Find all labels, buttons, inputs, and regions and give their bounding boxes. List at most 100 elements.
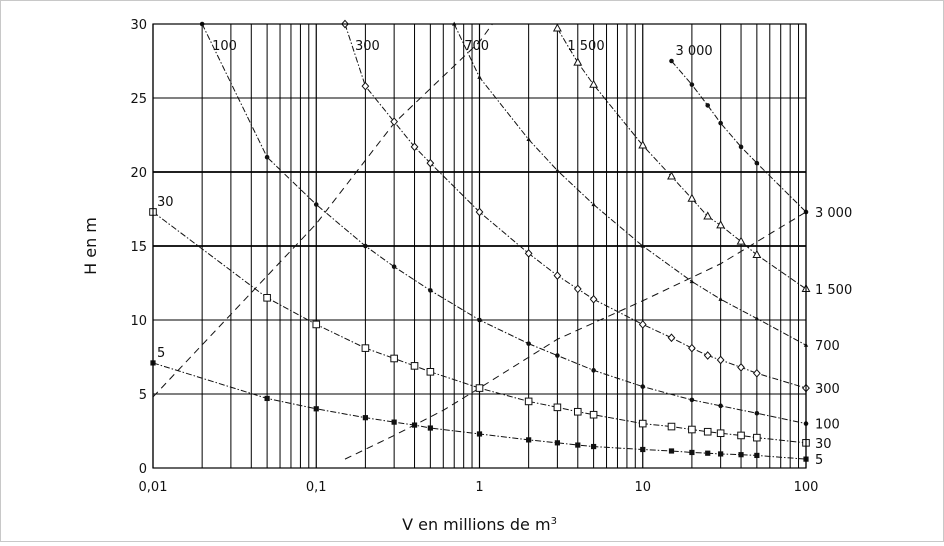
curve-label-left: 100 <box>212 39 237 54</box>
data-point <box>737 431 745 440</box>
data-point <box>668 448 675 454</box>
data-point <box>705 103 711 108</box>
x-tick-label: 0,01 <box>139 480 168 495</box>
data-point <box>689 397 695 403</box>
data-point <box>638 320 647 329</box>
data-point <box>640 384 646 389</box>
data-point <box>689 449 695 456</box>
curve-label-right: 100 <box>815 418 840 433</box>
x-tick-label: 100 <box>794 480 819 495</box>
data-point <box>426 368 435 376</box>
data-point <box>716 355 725 365</box>
data-point <box>264 395 270 402</box>
y-tick-label: 20 <box>130 166 147 181</box>
curve-label-left: 5 <box>157 346 165 361</box>
data-point <box>667 422 676 431</box>
data-point <box>475 384 484 392</box>
data-point <box>687 193 697 202</box>
x-tick-label: 10 <box>634 480 651 495</box>
data-point <box>703 211 713 220</box>
x-axis-title-text: V en millions de m <box>402 515 551 534</box>
data-point <box>313 406 319 412</box>
data-point <box>554 440 560 446</box>
y-tick-label: 5 <box>139 388 147 403</box>
data-point <box>477 74 482 79</box>
data-point <box>754 316 760 321</box>
data-point <box>589 79 599 88</box>
y-tick-label: 15 <box>130 240 147 255</box>
data-point <box>688 343 696 353</box>
x-axis-title: V en millions de m3 <box>402 515 557 534</box>
data-point <box>591 443 597 450</box>
data-point <box>589 294 598 304</box>
data-point <box>736 236 746 245</box>
data-point <box>752 249 762 258</box>
data-point <box>362 415 368 421</box>
data-point <box>754 160 760 166</box>
series-line <box>344 211 807 460</box>
data-point <box>669 58 674 64</box>
data-point <box>390 354 398 363</box>
series-line <box>201 23 807 425</box>
data-point <box>688 425 696 434</box>
data-point <box>526 437 532 443</box>
curve-label-right: 1 500 <box>815 283 852 298</box>
data-point <box>703 351 712 360</box>
data-point <box>638 419 647 428</box>
data-point <box>526 137 531 142</box>
data-point <box>591 368 596 373</box>
data-point <box>667 333 676 343</box>
y-tick-label: 30 <box>130 18 147 33</box>
data-point <box>591 202 596 207</box>
data-point <box>738 452 744 458</box>
y-axis-title: H en m <box>81 217 100 275</box>
curve-label-left: 300 <box>355 39 380 54</box>
data-point <box>716 220 726 229</box>
curve-label-right: 3 000 <box>815 206 852 221</box>
data-point <box>361 344 370 352</box>
data-point <box>391 419 397 425</box>
data-point <box>428 288 433 293</box>
data-point <box>263 294 271 302</box>
data-point <box>363 243 368 249</box>
data-point <box>313 202 319 207</box>
x-tick-label: 1 <box>475 480 483 495</box>
series-line <box>344 23 807 389</box>
data-point <box>703 427 712 436</box>
curve-label-right: 300 <box>815 382 840 397</box>
data-point <box>553 403 562 412</box>
curve-label-right: 30 <box>815 437 832 452</box>
curve-label-left: 700 <box>464 39 489 54</box>
data-point <box>737 363 745 372</box>
plot-border <box>152 23 807 469</box>
x-axis-title-superscript: 3 <box>551 516 557 527</box>
tick-labels: 0,01 0,1 1 10 100 0 5 10 15 20 25 30 <box>130 18 818 495</box>
data-point <box>391 264 397 270</box>
data-point <box>738 144 744 150</box>
curve-label-left: 1 500 <box>567 39 604 54</box>
data-point <box>390 117 399 127</box>
data-point <box>312 320 321 329</box>
data-point <box>555 168 560 173</box>
data-point <box>410 362 419 370</box>
data-point <box>716 429 725 438</box>
y-tick-label: 25 <box>130 92 147 107</box>
data-point <box>718 451 724 457</box>
data-point <box>754 410 760 416</box>
data-point <box>705 450 711 456</box>
curve-label-right: 5 <box>815 453 823 468</box>
data-point <box>589 410 598 419</box>
data-point <box>638 140 648 149</box>
data-point <box>410 142 419 152</box>
data-point <box>477 317 482 323</box>
data-point <box>753 433 761 442</box>
series-line <box>556 28 807 290</box>
y-tick-label: 10 <box>130 314 147 329</box>
data-point <box>640 243 645 248</box>
data-point <box>575 442 581 448</box>
curve-label-left: 30 <box>157 195 174 210</box>
curve-label-right: 700 <box>815 339 840 354</box>
